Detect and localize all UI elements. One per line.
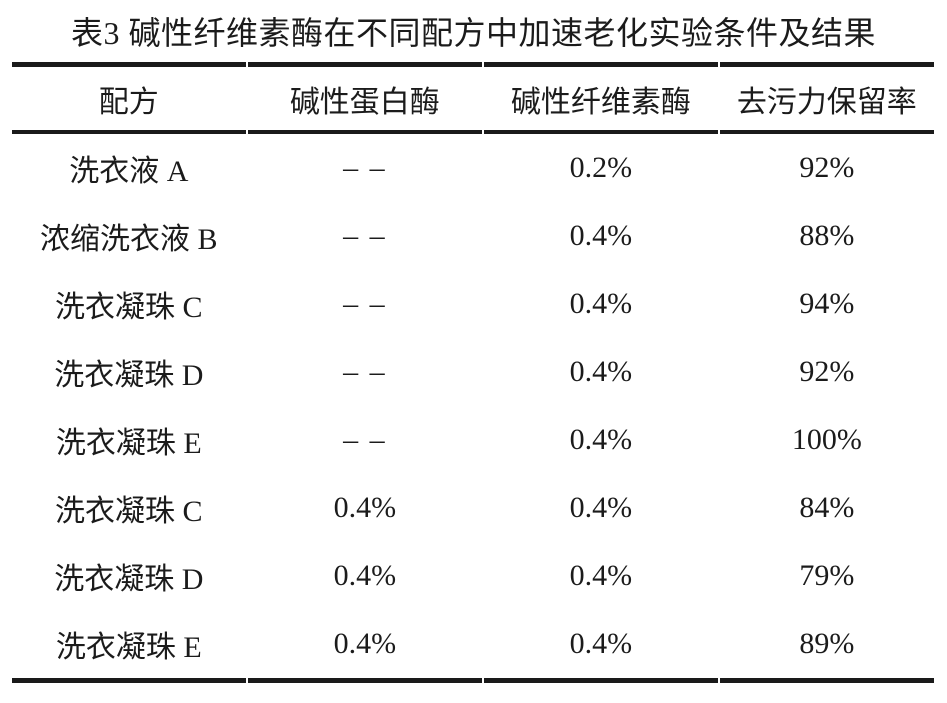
cell-formula: 洗衣凝珠 E [12, 610, 246, 683]
cell-cellulase: 0.2% [569, 151, 633, 184]
cell-retention: 94% [799, 287, 855, 320]
cell-protease: – – [343, 287, 387, 320]
table-header: 配方 碱性蛋白酶 碱性纤维素酶 去污力保留率 [12, 62, 934, 134]
cell-protease: – – [343, 423, 387, 456]
cell-formula: 洗衣凝珠 C [55, 291, 203, 324]
cell-formula: 浓缩洗衣液 B [40, 223, 218, 256]
table-row: 洗衣液 A – – 0.2% 92% [12, 134, 934, 202]
cell-cellulase: 0.4% [569, 559, 633, 592]
column-header-alkaline-protease: 碱性蛋白酶 [247, 62, 483, 134]
cell-cellulase: 0.4% [484, 610, 718, 683]
table-row: 洗衣凝珠 C – – 0.4% 94% [12, 270, 934, 338]
cell-formula: 洗衣凝珠 D [54, 563, 204, 596]
table-row: 洗衣凝珠 D 0.4% 0.4% 79% [12, 542, 934, 610]
table-row: 浓缩洗衣液 B – – 0.4% 88% [12, 202, 934, 270]
results-table: 配方 碱性蛋白酶 碱性纤维素酶 去污力保留率 洗衣液 A – – 0.2% 92… [10, 62, 936, 683]
column-header-alkaline-cellulase: 碱性纤维素酶 [484, 62, 718, 134]
cell-protease: 0.4% [247, 610, 483, 683]
cell-retention: 92% [799, 151, 855, 184]
cell-retention: 88% [799, 219, 855, 252]
cell-formula: 洗衣凝珠 D [54, 359, 204, 392]
cell-cellulase: 0.4% [569, 287, 633, 320]
cell-formula: 洗衣液 A [69, 155, 189, 188]
table-row: 洗衣凝珠 C 0.4% 0.4% 84% [12, 474, 934, 542]
cell-retention: 84% [799, 491, 855, 524]
column-header-detergency-retention: 去污力保留率 [719, 62, 934, 134]
cell-cellulase: 0.4% [569, 491, 633, 524]
cell-cellulase: 0.4% [569, 355, 633, 388]
table-row: 洗衣凝珠 D – – 0.4% 92% [12, 338, 934, 406]
column-header-formula: 配方 [12, 62, 246, 134]
cell-retention: 100% [791, 423, 862, 456]
cell-retention: 79% [799, 559, 855, 592]
cell-protease: 0.4% [333, 491, 397, 524]
cell-cellulase: 0.4% [569, 219, 633, 252]
cell-protease: 0.4% [333, 559, 397, 592]
table-row: 洗衣凝珠 E 0.4% 0.4% 89% [12, 610, 934, 683]
cell-cellulase: 0.4% [569, 423, 633, 456]
table-row: 洗衣凝珠 E – – 0.4% 100% [12, 406, 934, 474]
cell-protease: – – [343, 355, 387, 388]
cell-formula: 洗衣凝珠 C [55, 495, 203, 528]
cell-formula: 洗衣凝珠 E [55, 427, 202, 460]
table-body: 洗衣液 A – – 0.2% 92% 浓缩洗衣液 B – – 0.4% 88% … [12, 134, 934, 683]
cell-protease: – – [343, 151, 387, 184]
cell-retention: 89% [719, 610, 934, 683]
table-caption: 表3 碱性纤维素酶在不同配方中加速老化实验条件及结果 [70, 15, 876, 51]
cell-retention: 92% [799, 355, 855, 388]
header-row: 配方 碱性蛋白酶 碱性纤维素酶 去污力保留率 [12, 62, 934, 134]
cell-protease: – – [343, 219, 387, 252]
